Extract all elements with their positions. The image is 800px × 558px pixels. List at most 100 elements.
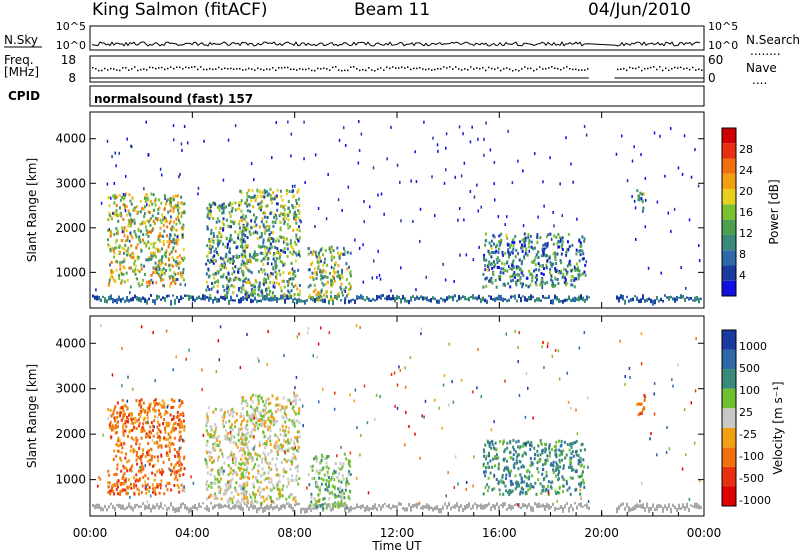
echo-cell (258, 360, 260, 363)
echo-cell (549, 451, 551, 454)
echo-cell (575, 409, 577, 412)
freq-point (119, 70, 121, 72)
echo-cell (98, 504, 100, 509)
echo-cell (118, 450, 120, 453)
echo-cell (641, 197, 643, 200)
echo-cell (484, 277, 486, 280)
echo-cell (249, 210, 251, 213)
echo-cell (405, 386, 407, 389)
echo-cell (266, 411, 268, 414)
echo-cell (240, 297, 242, 303)
echo-cell (261, 423, 263, 426)
echo-cell (251, 219, 253, 222)
echo-cell (299, 436, 301, 439)
echo-cell (458, 295, 460, 301)
echo-cell (153, 193, 155, 196)
echo-cell (227, 432, 229, 435)
echo-cell (284, 285, 286, 288)
echo-cell (247, 458, 249, 461)
echo-cell (146, 413, 148, 416)
echo-cell (247, 195, 249, 198)
echo-cell (205, 289, 207, 292)
echo-cell (250, 299, 252, 303)
echo-cell (217, 242, 219, 245)
echo-cell (540, 482, 542, 485)
echo-cell (260, 411, 262, 414)
echo-cell (243, 240, 245, 243)
echo-cell (178, 262, 180, 265)
echo-cell (249, 281, 251, 284)
echo-cell (187, 141, 189, 144)
echo-cell (240, 502, 242, 505)
echo-cell (214, 475, 216, 478)
echo-cell (363, 220, 365, 223)
echo-cell (246, 504, 248, 507)
echo-cell (678, 166, 680, 169)
echo-cell (320, 248, 322, 251)
echo-cell (542, 345, 544, 348)
echo-cell (178, 267, 180, 270)
freq-point (686, 68, 688, 70)
echo-cell (348, 266, 350, 269)
echo-cell (229, 471, 231, 474)
echo-cell (120, 298, 122, 302)
echo-cell (279, 428, 281, 431)
echo-cell (154, 415, 156, 418)
freq-point (446, 67, 448, 69)
echo-cell (180, 413, 182, 416)
echo-cell (168, 295, 170, 297)
freq-point (695, 69, 697, 71)
echo-cell (557, 465, 559, 468)
echo-cell (173, 124, 175, 127)
freq-point (308, 68, 310, 70)
echo-cell (324, 474, 326, 477)
echo-cell (531, 279, 533, 282)
echo-cell (142, 239, 144, 242)
echo-cell (293, 217, 295, 220)
echo-cell (293, 391, 295, 394)
echo-cell (182, 297, 184, 299)
echo-cell (236, 294, 238, 297)
echo-cell (554, 295, 556, 300)
echo-cell (339, 462, 341, 465)
echo-cell (522, 491, 524, 494)
echo-cell (294, 504, 296, 507)
echo-cell (399, 181, 401, 184)
echo-cell (574, 502, 576, 504)
echo-cell (262, 443, 264, 446)
echo-cell (147, 460, 149, 463)
echo-cell (341, 497, 343, 500)
echo-cell (190, 295, 192, 299)
echo-cell (140, 430, 142, 433)
echo-cell (542, 249, 544, 252)
echo-cell (382, 294, 384, 297)
echo-cell (555, 262, 557, 265)
echo-cell (130, 244, 132, 247)
echo-cell (216, 439, 218, 442)
echo-cell (337, 251, 339, 254)
echo-cell (646, 503, 648, 508)
echo-cell (321, 468, 323, 471)
echo-cell (253, 213, 255, 216)
echo-cell (394, 297, 396, 302)
echo-cell (117, 232, 119, 235)
echo-cell (282, 494, 284, 497)
echo-cell (290, 239, 292, 242)
echo-cell (236, 208, 238, 211)
echo-cell (140, 230, 142, 233)
echo-cell (572, 508, 574, 512)
echo-cell (275, 275, 277, 278)
echo-cell (451, 380, 453, 383)
echo-cell (235, 481, 237, 484)
echo-cell (275, 467, 277, 470)
echo-cell (334, 487, 336, 490)
echo-cell (488, 264, 490, 267)
echo-cell (522, 488, 524, 491)
echo-cell (671, 378, 673, 381)
echo-cell (163, 418, 165, 421)
echo-cell (232, 267, 234, 270)
echo-cell (153, 425, 155, 428)
echo-cell (564, 441, 566, 444)
echo-cell (144, 273, 146, 276)
echo-cell (260, 268, 262, 271)
